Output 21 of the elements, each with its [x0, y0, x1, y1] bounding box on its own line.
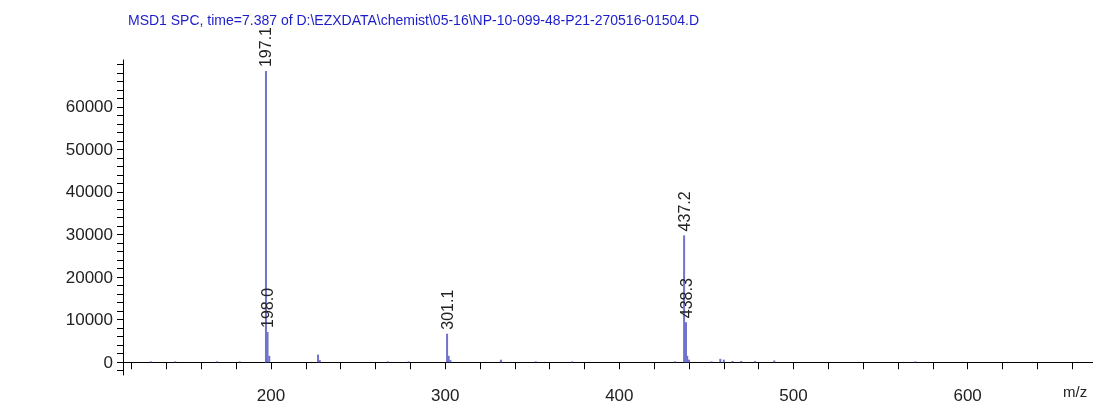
x-axis-title: m/z: [1063, 383, 1088, 401]
y-tick-label: 30000: [65, 225, 113, 245]
y-tick-label: 20000: [65, 267, 113, 287]
bar: [446, 333, 449, 363]
annotation: 438.3: [677, 278, 695, 319]
bar: [317, 354, 320, 363]
annotation: 301.1: [438, 289, 456, 330]
x-tick-label: 400: [605, 386, 634, 405]
y-tick-label: 60000: [65, 97, 113, 117]
y-tick-label: 40000: [65, 182, 113, 202]
x-tick-label: 600: [953, 386, 982, 405]
chart-title: MSD1 SPC, time=7.387 of D:\EZXDATA\chemist\05-16\NP-10-099-48-P21-270516-01504.D: [128, 12, 700, 28]
y-tick-label: 50000: [65, 139, 113, 159]
annotation: 198.0: [259, 287, 277, 329]
y-tick-label: 10000: [65, 310, 113, 330]
annotation: 197.1: [257, 26, 275, 68]
y-tick-label: 0: [103, 352, 113, 372]
x-tick-label: 500: [779, 386, 808, 405]
x-tick-label: 300: [430, 386, 460, 405]
x-tick-label: 200: [256, 386, 286, 405]
annotation: 437.2: [675, 191, 693, 232]
